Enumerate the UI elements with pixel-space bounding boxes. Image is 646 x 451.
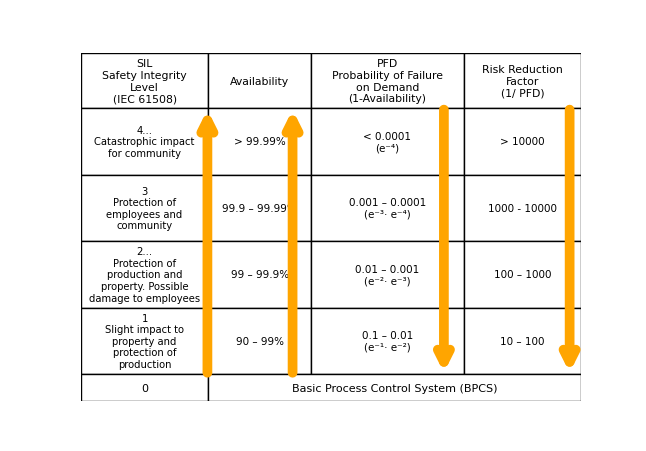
Bar	[81, 308, 209, 374]
Text: 3
Protection of
employees and
community: 3 Protection of employees and community	[107, 186, 183, 231]
Bar	[311, 242, 464, 308]
Text: 1
Slight impact to
property and
protection of
production: 1 Slight impact to property and protecti…	[105, 313, 184, 369]
Bar	[81, 109, 209, 175]
Text: Availability: Availability	[230, 77, 289, 87]
Bar	[311, 109, 464, 175]
Bar	[209, 242, 311, 308]
Text: > 10000: > 10000	[500, 137, 545, 147]
Bar	[209, 54, 311, 109]
Bar	[209, 175, 311, 242]
Bar	[209, 374, 581, 401]
Text: 2...
Protection of
production and
property. Possible
damage to employees: 2... Protection of production and proper…	[89, 247, 200, 303]
Bar	[464, 308, 581, 374]
Bar	[311, 175, 464, 242]
Bar	[81, 175, 209, 242]
Bar	[464, 242, 581, 308]
Text: 99.9 – 99.99%: 99.9 – 99.99%	[222, 203, 297, 213]
Bar	[311, 308, 464, 374]
Text: > 99.99%: > 99.99%	[234, 137, 286, 147]
Text: 0: 0	[141, 383, 148, 393]
Bar	[464, 175, 581, 242]
Bar	[209, 109, 311, 175]
Bar	[81, 242, 209, 308]
Bar	[464, 109, 581, 175]
Text: PFD
Probability of Failure
on Demand
(1-Availability): PFD Probability of Failure on Demand (1-…	[332, 59, 443, 104]
Text: < 0.0001
(e⁻⁴): < 0.0001 (e⁻⁴)	[364, 131, 412, 153]
Text: 90 – 99%: 90 – 99%	[236, 336, 284, 346]
Text: Basic Process Control System (BPCS): Basic Process Control System (BPCS)	[292, 383, 497, 393]
Text: 0.1 – 0.01
(e⁻¹· e⁻²): 0.1 – 0.01 (e⁻¹· e⁻²)	[362, 331, 413, 352]
Text: 1000 - 10000: 1000 - 10000	[488, 203, 557, 213]
Text: SIL
Safety Integrity
Level
(IEC 61508): SIL Safety Integrity Level (IEC 61508)	[102, 59, 187, 104]
Text: 10 – 100: 10 – 100	[500, 336, 545, 346]
Bar	[81, 54, 209, 109]
Bar	[311, 54, 464, 109]
Bar	[209, 308, 311, 374]
Text: 100 – 1000: 100 – 1000	[494, 270, 551, 280]
Text: 4...
Catastrophic impact
for community: 4... Catastrophic impact for community	[94, 125, 195, 159]
Text: 99 – 99.9%: 99 – 99.9%	[231, 270, 289, 280]
Text: Risk Reduction
Factor
(1/ PFD): Risk Reduction Factor (1/ PFD)	[482, 65, 563, 98]
Bar	[81, 374, 209, 401]
Bar	[464, 54, 581, 109]
Text: 0.001 – 0.0001
(e⁻³· e⁻⁴): 0.001 – 0.0001 (e⁻³· e⁻⁴)	[349, 198, 426, 219]
Text: 0.01 – 0.001
(e⁻²· e⁻³): 0.01 – 0.001 (e⁻²· e⁻³)	[355, 264, 419, 285]
